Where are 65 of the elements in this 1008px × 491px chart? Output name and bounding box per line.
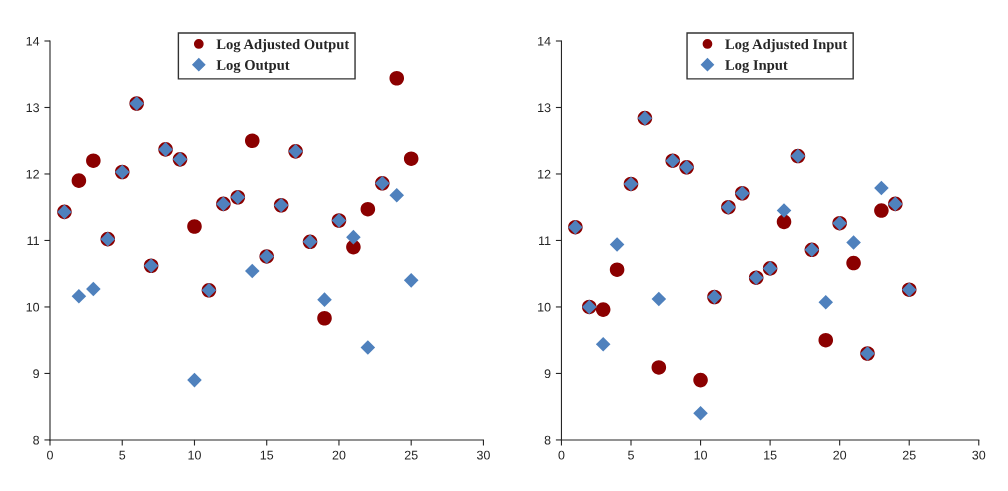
- y-tick-label: 11: [539, 236, 551, 245]
- point: [187, 219, 202, 234]
- point: [86, 153, 101, 168]
- legend-label: Log Output: [216, 60, 290, 73]
- point: [595, 302, 611, 317]
- x-tick-label: 5: [628, 450, 634, 460]
- y-tick-label: 9: [33, 369, 39, 379]
- y-tick-label: 10: [26, 302, 40, 312]
- point: [651, 360, 667, 375]
- y-tick-label: 14: [26, 36, 40, 46]
- x-tick-label: 20: [833, 450, 847, 460]
- point: [846, 235, 861, 250]
- point: [595, 336, 611, 352]
- point: [403, 273, 419, 288]
- x-tick-label: 30: [972, 450, 986, 460]
- y-tick-label: 11: [27, 236, 39, 245]
- y-tick-label: 9: [544, 369, 551, 379]
- point: [818, 295, 834, 310]
- point: [86, 281, 101, 297]
- y-tick-label: 13: [538, 103, 551, 113]
- y-tick-label: 12: [26, 169, 39, 179]
- x-tick-label: 10: [188, 450, 201, 460]
- point: [317, 292, 332, 307]
- point: [244, 133, 260, 149]
- point: [776, 214, 792, 230]
- y-tick-label: 12: [538, 169, 551, 179]
- point: [818, 332, 834, 348]
- y-tick-label: 13: [26, 103, 40, 113]
- point: [403, 151, 419, 166]
- point: [651, 291, 667, 307]
- y-tick-label: 10: [538, 302, 551, 312]
- point: [317, 310, 332, 326]
- y-tick-label: 8: [544, 435, 551, 445]
- point: [693, 406, 708, 421]
- point: [874, 180, 889, 196]
- point: [609, 262, 625, 278]
- x-tick-label: 30: [476, 450, 490, 460]
- point: [71, 173, 87, 188]
- legend-label: Log Adjusted Output: [216, 38, 350, 53]
- point: [609, 237, 625, 252]
- point: [360, 201, 376, 217]
- legend-label: Log Adjusted Input: [725, 38, 848, 53]
- point: [874, 203, 889, 218]
- point: [187, 372, 202, 388]
- point: [846, 255, 861, 271]
- x-tick-label: 20: [332, 450, 346, 460]
- x-tick-label: 15: [260, 450, 274, 460]
- point: [244, 263, 260, 279]
- point: [693, 372, 708, 388]
- x-tick-label: 0: [47, 450, 53, 460]
- point: [346, 229, 361, 245]
- x-tick-label: 5: [119, 450, 126, 460]
- x-tick-label: 0: [558, 450, 565, 460]
- point: [389, 70, 405, 86]
- point: [360, 340, 376, 355]
- y-tick-label: 14: [538, 36, 551, 46]
- legend-label: Log Input: [725, 60, 788, 73]
- x-tick-label: 25: [404, 450, 418, 460]
- point: [776, 203, 792, 218]
- point: [389, 187, 405, 203]
- x-tick-label: 25: [902, 450, 916, 460]
- point: [71, 289, 87, 304]
- y-tick-label: 8: [33, 435, 40, 445]
- x-tick-label: 15: [764, 450, 777, 460]
- x-tick-label: 10: [694, 450, 708, 460]
